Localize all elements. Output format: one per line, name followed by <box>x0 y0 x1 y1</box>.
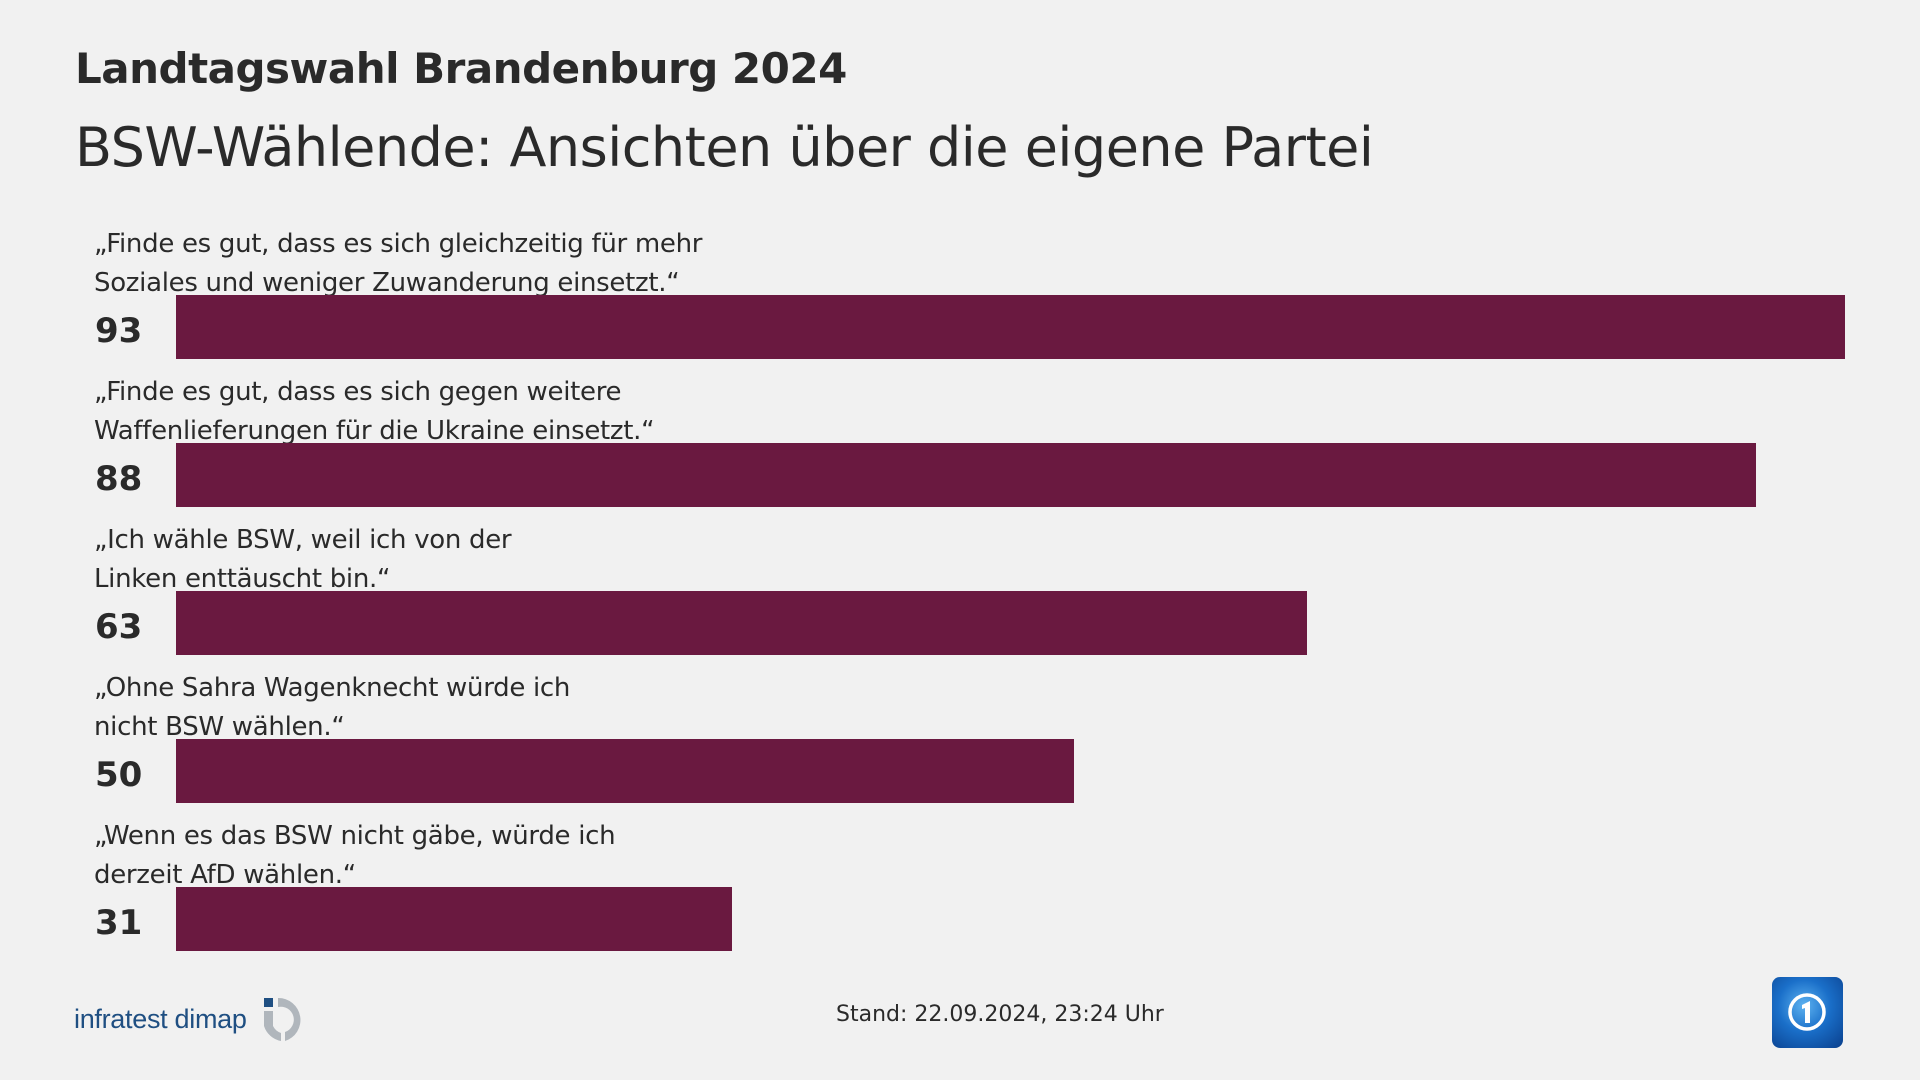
bar-row: „Wenn es das BSW nicht gäbe, würde ich d… <box>0 817 1920 965</box>
bar-row: „Ich wähle BSW, weil ich von der Linken … <box>0 521 1920 669</box>
bar <box>176 591 1307 655</box>
bar <box>176 443 1756 507</box>
tagesschau-logo-icon <box>1772 977 1843 1048</box>
timestamp: Stand: 22.09.2024, 23:24 Uhr <box>836 1002 1164 1027</box>
bar-row: „Finde es gut, dass es sich gleichzeitig… <box>0 225 1920 373</box>
bar-row: „Ohne Sahra Wagenknecht würde ich nicht … <box>0 669 1920 817</box>
data-label: 93 <box>95 311 143 351</box>
data-label: 50 <box>95 755 143 795</box>
bar <box>176 739 1074 803</box>
chart-subtitle: BSW-Wählende: Ansichten über die eigene … <box>75 116 1374 179</box>
infratest-dimap-icon <box>263 997 301 1041</box>
category-label: „Finde es gut, dass es sich gegen weiter… <box>94 377 655 446</box>
bar <box>176 295 1846 359</box>
source-logo-text: infratest dimap <box>74 1003 247 1034</box>
bar-row: „Finde es gut, dass es sich gegen weiter… <box>0 373 1920 521</box>
category-label: „Wenn es das BSW nicht gäbe, würde ich d… <box>94 821 616 890</box>
infratest-dimap-logo: infratest dimap <box>74 996 307 1042</box>
category-label: „Finde es gut, dass es sich gleichzeitig… <box>94 229 703 298</box>
category-label: „Ohne Sahra Wagenknecht würde ich nicht … <box>94 673 571 742</box>
data-label: 31 <box>95 903 143 943</box>
bar <box>176 887 733 951</box>
data-label: 63 <box>95 607 143 647</box>
category-label: „Ich wähle BSW, weil ich von der Linken … <box>94 525 512 594</box>
data-label: 88 <box>95 459 143 499</box>
chart-title: Landtagswahl Brandenburg 2024 <box>75 44 847 93</box>
